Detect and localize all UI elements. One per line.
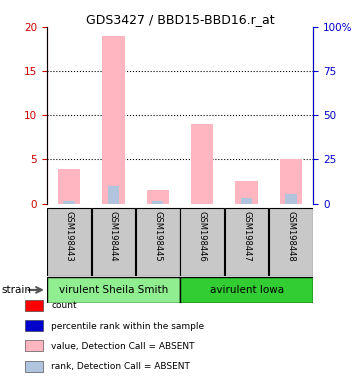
Bar	[24, 341, 43, 351]
Text: avirulent Iowa: avirulent Iowa	[210, 285, 284, 295]
Text: value, Detection Call = ABSENT: value, Detection Call = ABSENT	[51, 342, 195, 351]
Text: GSM198445: GSM198445	[153, 211, 162, 262]
Text: GSM198444: GSM198444	[109, 211, 118, 262]
FancyBboxPatch shape	[47, 277, 180, 303]
Bar	[241, 198, 252, 204]
Bar	[235, 180, 258, 204]
Bar	[285, 194, 297, 204]
FancyBboxPatch shape	[269, 208, 313, 276]
Bar	[108, 186, 119, 204]
Bar	[24, 320, 43, 331]
Bar	[24, 300, 43, 311]
Text: virulent Sheila Smith: virulent Sheila Smith	[59, 285, 168, 295]
Text: count: count	[51, 301, 77, 310]
Bar	[280, 159, 302, 204]
Bar	[191, 124, 213, 204]
Bar	[63, 201, 75, 204]
Bar	[102, 36, 125, 204]
Bar	[58, 169, 80, 204]
Bar	[152, 201, 163, 204]
FancyBboxPatch shape	[180, 277, 313, 303]
Bar	[147, 190, 169, 204]
Text: GSM198443: GSM198443	[64, 211, 73, 262]
FancyBboxPatch shape	[47, 208, 91, 276]
Text: strain: strain	[2, 285, 32, 295]
FancyBboxPatch shape	[180, 208, 224, 276]
Text: GSM198448: GSM198448	[287, 211, 296, 262]
Text: GSM198447: GSM198447	[242, 211, 251, 262]
Text: rank, Detection Call = ABSENT: rank, Detection Call = ABSENT	[51, 362, 190, 371]
Title: GDS3427 / BBD15-BBD16.r_at: GDS3427 / BBD15-BBD16.r_at	[86, 13, 274, 26]
Text: percentile rank within the sample: percentile rank within the sample	[51, 321, 204, 331]
FancyBboxPatch shape	[225, 208, 268, 276]
FancyBboxPatch shape	[136, 208, 180, 276]
FancyBboxPatch shape	[92, 208, 135, 276]
Bar	[24, 361, 43, 372]
Text: GSM198446: GSM198446	[198, 211, 207, 262]
